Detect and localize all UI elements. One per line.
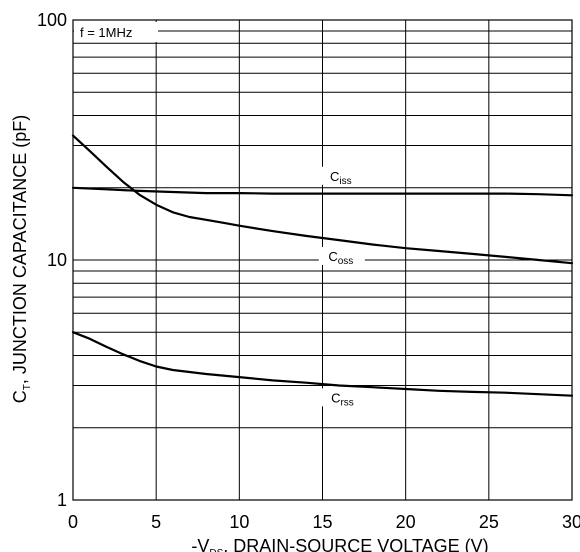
x-tick-label: 20	[396, 512, 416, 532]
x-tick-label: 30	[562, 512, 580, 532]
series-label-bg	[318, 246, 365, 265]
y-axis-title: CT, JUNCTION CAPACITANCE (pF)	[10, 115, 33, 403]
frequency-annotation: f = 1MHz	[80, 25, 132, 40]
y-tick-label: 100	[37, 10, 67, 30]
series-label-iss: Ciss	[330, 169, 352, 187]
y-axis-title-rest: , JUNCTION CAPACITANCE (pF)	[10, 115, 30, 384]
series-line-rss	[71, 331, 574, 397]
y-tick-label: 1	[57, 490, 67, 510]
y-tick-label: 10	[47, 250, 67, 270]
series-label-oss: Coss	[328, 249, 353, 267]
y-axis-title-sub: T	[22, 384, 33, 390]
series-line-oss	[71, 134, 574, 265]
plot-border	[72, 19, 573, 501]
x-axis-title: -VDS, DRAIN-SOURCE VOLTAGE (V)	[191, 536, 488, 552]
x-tick-label: 0	[68, 512, 78, 532]
x-axis-title-sub: DS	[209, 548, 223, 552]
x-axis-title-rest: , DRAIN-SOURCE VOLTAGE (V)	[223, 536, 488, 552]
series-label-bg	[320, 388, 367, 407]
x-tick-label: 5	[151, 512, 161, 532]
series-label-rss: Crss	[331, 390, 354, 408]
series-labels: Ciss Coss Crss	[318, 166, 367, 408]
series-line-iss	[71, 186, 574, 197]
x-tick-label: 10	[229, 512, 249, 532]
plot-frame	[72, 19, 573, 501]
x-tick-label: 25	[479, 512, 499, 532]
series-lines	[71, 134, 574, 397]
annotation-box: f = 1MHz	[74, 22, 158, 42]
series-label-bg	[318, 166, 365, 185]
tick-labels: 0 5 10 15 20 25 30 1 10 100	[37, 10, 580, 532]
y-axis-title-prefix: C	[10, 390, 30, 403]
x-axis-title-prefix: -V	[191, 536, 209, 552]
x-tick-label: 15	[312, 512, 332, 532]
